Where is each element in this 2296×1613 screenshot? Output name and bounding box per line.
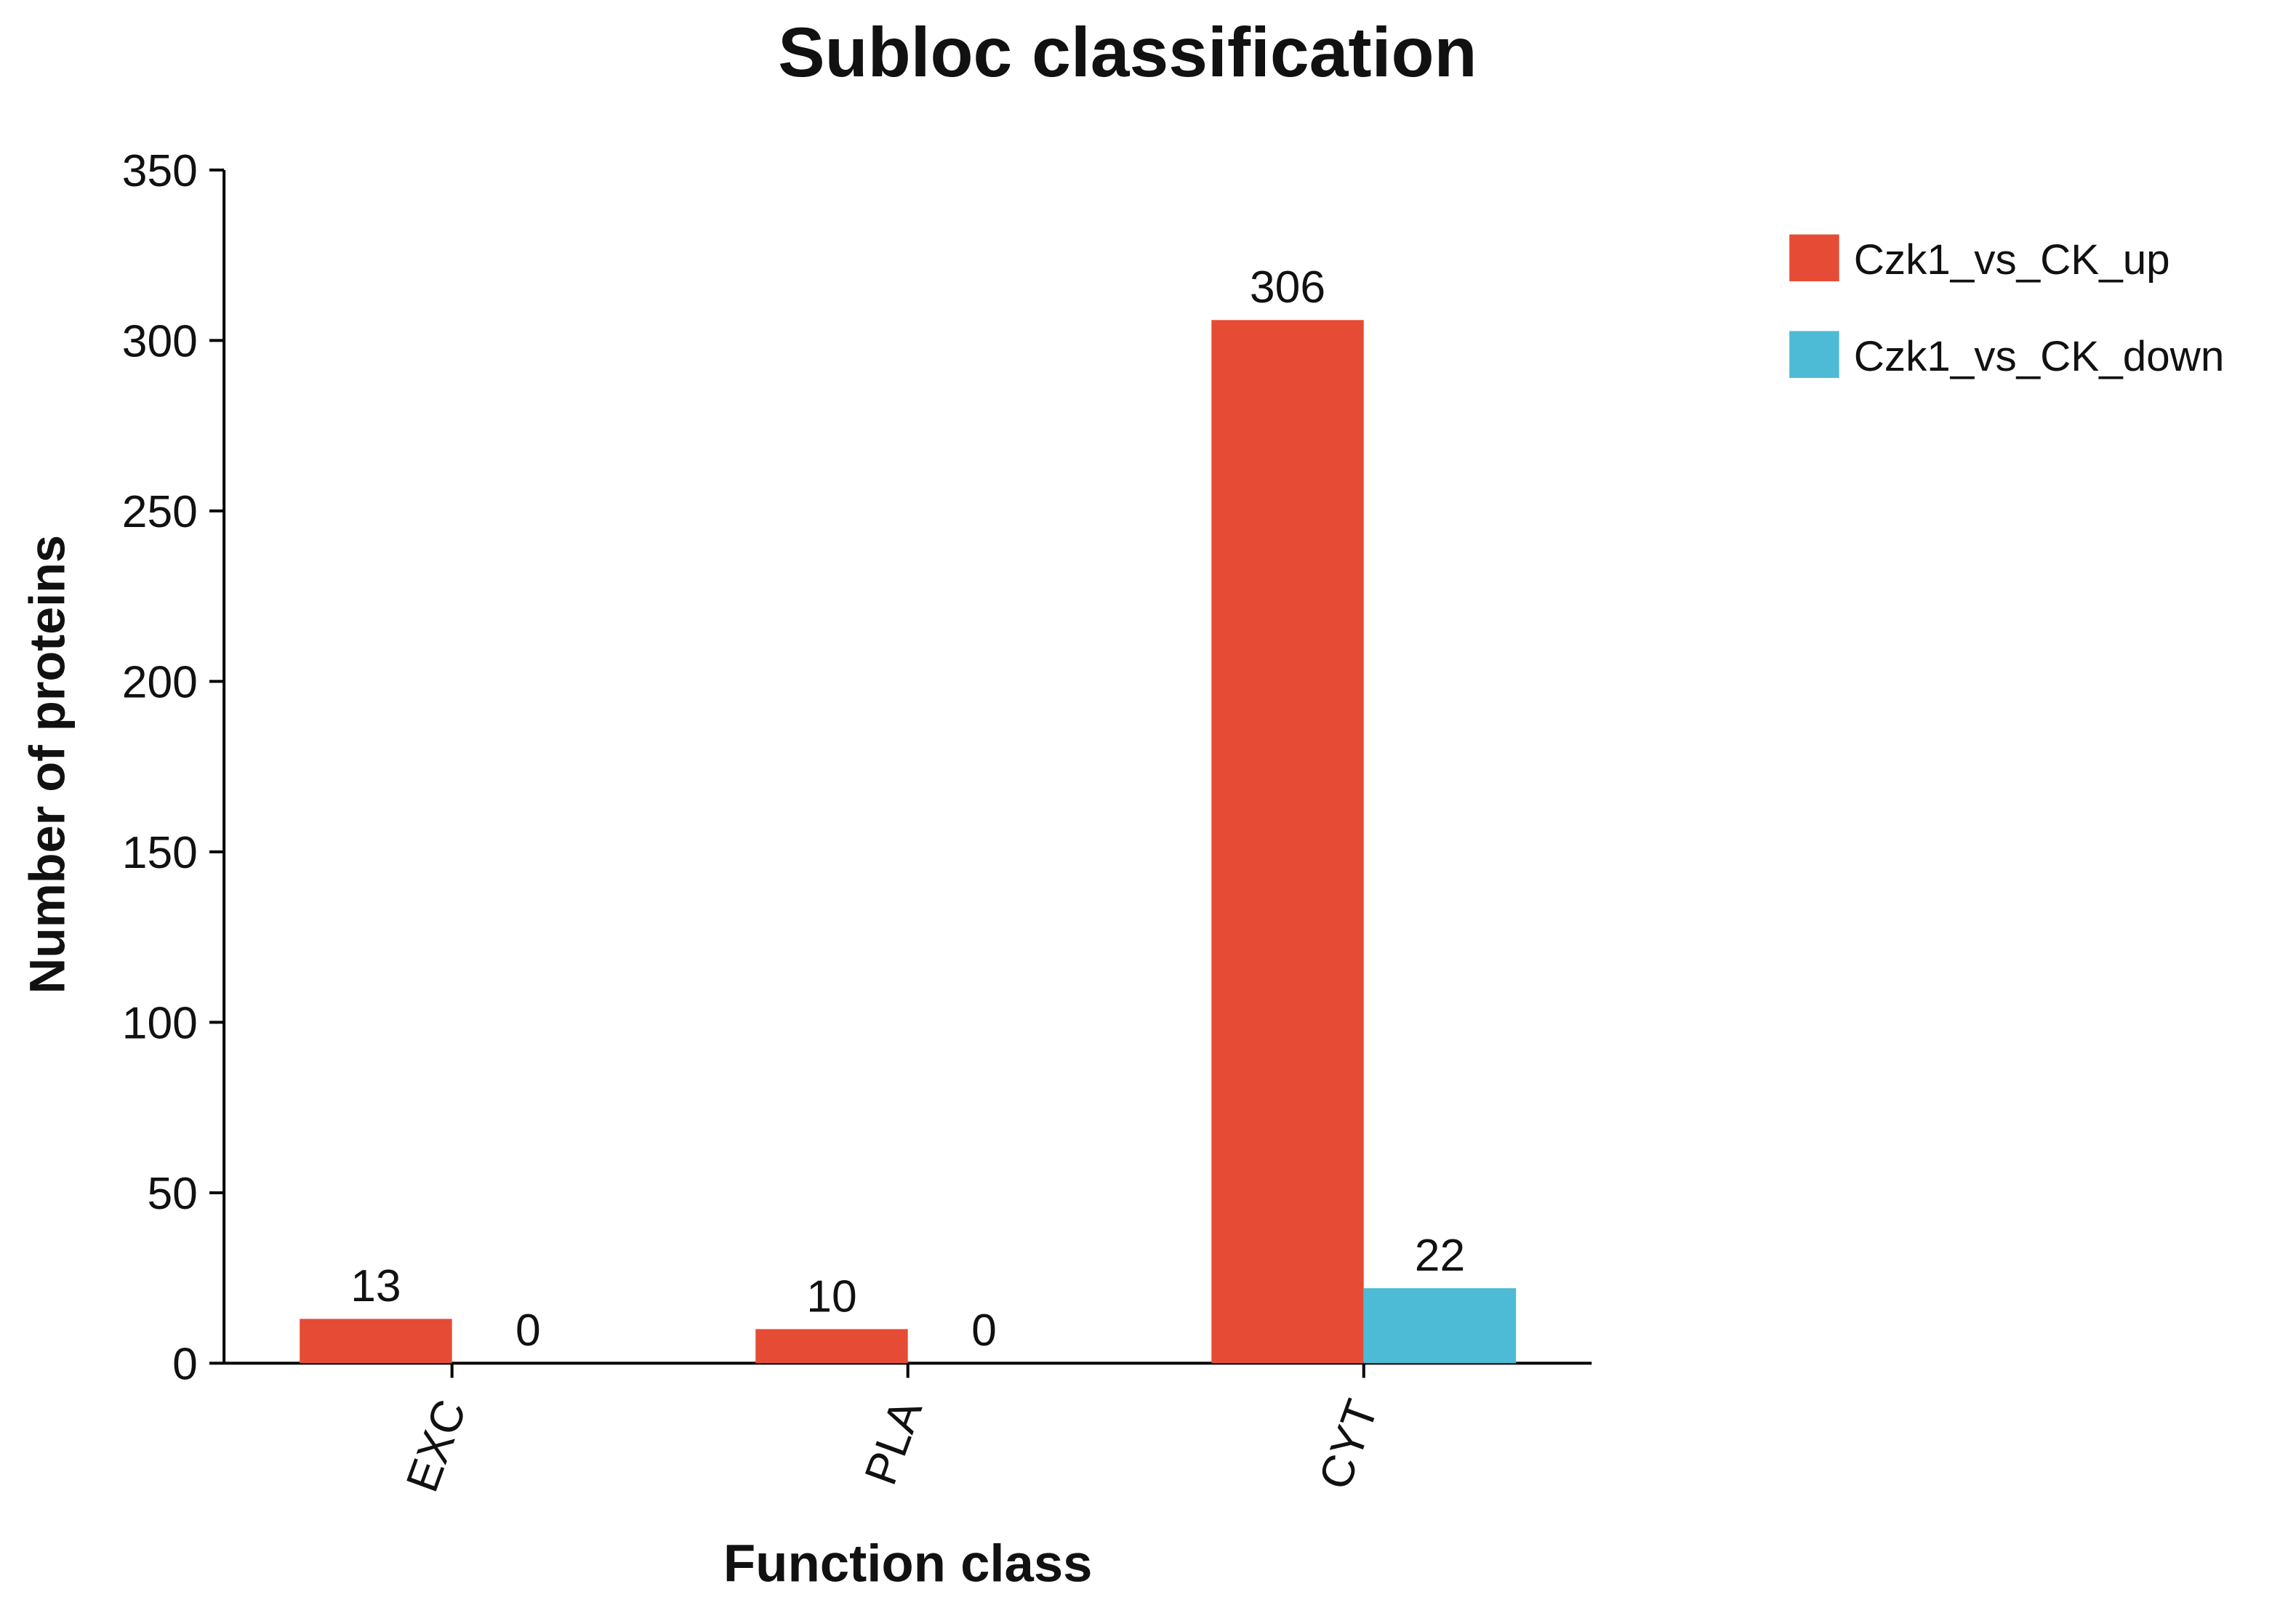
y-tick-label: 0 [172,1339,198,1390]
value-label: 0 [515,1305,541,1356]
y-tick-label: 150 [122,827,198,878]
legend-label: Czk1_vs_CK_down [1854,333,2225,380]
value-label: 306 [1250,262,1325,313]
value-label: 0 [971,1305,997,1356]
y-tick-label: 350 [122,145,198,196]
value-label: 13 [350,1260,401,1311]
value-label: 10 [806,1271,856,1322]
y-axis-label: Number of proteins [20,535,76,994]
legend-label: Czk1_vs_CK_up [1854,236,2170,283]
legend-swatch [1789,331,1839,378]
x-tick-label: CYT [1309,1393,1388,1496]
legend-swatch [1789,234,1839,281]
bar [1363,1288,1517,1364]
bar [755,1329,908,1364]
x-axis-label: Function class [723,1534,1093,1593]
bar [300,1319,452,1364]
y-tick-label: 200 [122,657,198,708]
x-tick-label: PLA [855,1393,932,1491]
y-tick-label: 100 [122,998,198,1049]
chart-title: Subloc classification [778,13,1477,92]
y-tick-label: 50 [147,1168,197,1219]
y-tick-label: 250 [122,486,198,537]
x-tick-label: EXC [396,1393,476,1499]
bar [1211,320,1364,1364]
y-tick-label: 300 [122,316,198,367]
value-label: 22 [1415,1230,1465,1281]
